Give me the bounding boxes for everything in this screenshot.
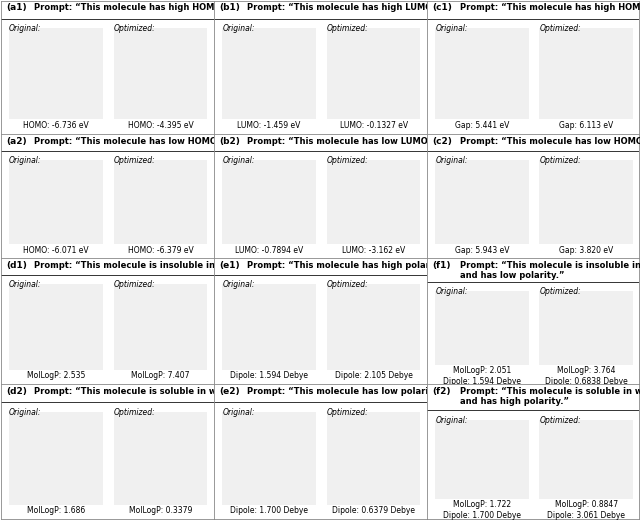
Text: Optimized:: Optimized: bbox=[540, 288, 581, 296]
Text: MolLogP: 0.3379: MolLogP: 0.3379 bbox=[129, 506, 192, 515]
Text: (c2): (c2) bbox=[432, 137, 452, 146]
Text: Gap: 3.820 eV: Gap: 3.820 eV bbox=[559, 245, 613, 255]
Text: (b2): (b2) bbox=[219, 137, 240, 146]
Text: Prompt: “This molecule has high LUMO.”: Prompt: “This molecule has high LUMO.” bbox=[247, 4, 441, 12]
Text: (d2): (d2) bbox=[6, 387, 27, 396]
Text: Original:: Original: bbox=[9, 408, 42, 417]
Bar bbox=[9, 412, 103, 504]
Text: HOMO: -6.071 eV: HOMO: -6.071 eV bbox=[23, 245, 89, 255]
Text: Optimized:: Optimized: bbox=[113, 280, 156, 289]
Text: Original:: Original: bbox=[222, 408, 255, 417]
Text: Prompt: “This molecule is insoluble in water.”: Prompt: “This molecule is insoluble in w… bbox=[34, 261, 253, 270]
Text: Optimized:: Optimized: bbox=[540, 415, 581, 425]
Text: MolLogP: 7.407: MolLogP: 7.407 bbox=[131, 371, 189, 380]
Text: Optimized:: Optimized: bbox=[113, 156, 156, 165]
Text: Dipole: 2.105 Debye: Dipole: 2.105 Debye bbox=[335, 371, 413, 380]
Text: Dipole: 0.6379 Debye: Dipole: 0.6379 Debye bbox=[332, 506, 415, 515]
Text: Dipole: 1.700 Debye: Dipole: 1.700 Debye bbox=[230, 506, 308, 515]
Bar bbox=[435, 160, 529, 244]
Text: (c1): (c1) bbox=[432, 4, 452, 12]
Text: Original:: Original: bbox=[222, 24, 255, 33]
Text: (f2): (f2) bbox=[432, 387, 451, 396]
Text: Prompt: “This molecule has low polarity.”: Prompt: “This molecule has low polarity.… bbox=[247, 387, 446, 396]
Text: Original:: Original: bbox=[222, 156, 255, 165]
Bar bbox=[222, 412, 316, 504]
Text: (a2): (a2) bbox=[6, 137, 27, 146]
Bar bbox=[435, 420, 529, 499]
Text: Prompt: “This molecule has low HOMO-LUMO gap.”: Prompt: “This molecule has low HOMO-LUMO… bbox=[460, 137, 640, 146]
Text: Optimized:: Optimized: bbox=[326, 408, 369, 417]
Text: Optimized:: Optimized: bbox=[113, 24, 156, 33]
Bar bbox=[326, 412, 420, 504]
Text: MolLogP: 2.535: MolLogP: 2.535 bbox=[27, 371, 85, 380]
Text: LUMO: -0.1327 eV: LUMO: -0.1327 eV bbox=[340, 121, 408, 130]
Text: (e2): (e2) bbox=[219, 387, 240, 396]
Text: Original:: Original: bbox=[435, 24, 468, 33]
Text: HOMO: -6.736 eV: HOMO: -6.736 eV bbox=[23, 121, 89, 130]
Text: HOMO: -4.395 eV: HOMO: -4.395 eV bbox=[127, 121, 193, 130]
Text: Original:: Original: bbox=[222, 280, 255, 289]
Text: Prompt: “This molecule is insoluble in water
and has low polarity.”: Prompt: “This molecule is insoluble in w… bbox=[460, 261, 640, 280]
Text: Prompt: “This molecule has high HOMO.”: Prompt: “This molecule has high HOMO.” bbox=[34, 4, 230, 12]
Text: Gap: 5.943 eV: Gap: 5.943 eV bbox=[455, 245, 509, 255]
Bar bbox=[540, 291, 633, 365]
Text: LUMO: -1.459 eV: LUMO: -1.459 eV bbox=[237, 121, 301, 130]
Text: Prompt: “This molecule has low LUMO.”: Prompt: “This molecule has low LUMO.” bbox=[247, 137, 436, 146]
Text: Original:: Original: bbox=[435, 156, 468, 165]
Text: (f1): (f1) bbox=[432, 261, 451, 270]
Bar bbox=[9, 160, 103, 244]
Text: Optimized:: Optimized: bbox=[326, 280, 369, 289]
Bar bbox=[540, 160, 633, 244]
Text: Optimized:: Optimized: bbox=[326, 24, 369, 33]
Text: MolLogP: 1.722
Dipole: 1.700 Debye: MolLogP: 1.722 Dipole: 1.700 Debye bbox=[443, 500, 521, 520]
Bar bbox=[435, 291, 529, 365]
Text: Original:: Original: bbox=[435, 415, 468, 425]
Text: Dipole: 1.594 Debye: Dipole: 1.594 Debye bbox=[230, 371, 308, 380]
Text: (a1): (a1) bbox=[6, 4, 27, 12]
Text: Prompt: “This molecule has high HOMO-LUMO gap.”: Prompt: “This molecule has high HOMO-LUM… bbox=[460, 4, 640, 12]
Text: Gap: 5.441 eV: Gap: 5.441 eV bbox=[455, 121, 509, 130]
Bar bbox=[540, 28, 633, 120]
Bar bbox=[326, 28, 420, 120]
Text: Prompt: “This molecule has low HOMO.”: Prompt: “This molecule has low HOMO.” bbox=[34, 137, 225, 146]
Text: (b1): (b1) bbox=[219, 4, 240, 12]
Text: Original:: Original: bbox=[435, 288, 468, 296]
Bar bbox=[9, 28, 103, 120]
Bar bbox=[113, 160, 207, 244]
Bar bbox=[222, 284, 316, 370]
Text: Prompt: “This molecule has high polarity.”: Prompt: “This molecule has high polarity… bbox=[247, 261, 451, 270]
Text: MolLogP: 2.051
Dipole: 1.594 Debye: MolLogP: 2.051 Dipole: 1.594 Debye bbox=[443, 366, 521, 385]
Text: Optimized:: Optimized: bbox=[540, 24, 581, 33]
Text: Optimized:: Optimized: bbox=[113, 408, 156, 417]
Bar bbox=[9, 284, 103, 370]
Text: Prompt: “This molecule is soluble in water.”: Prompt: “This molecule is soluble in wat… bbox=[34, 387, 244, 396]
Text: LUMO: -3.162 eV: LUMO: -3.162 eV bbox=[342, 245, 405, 255]
Text: Original:: Original: bbox=[9, 156, 42, 165]
Bar bbox=[326, 160, 420, 244]
Bar bbox=[326, 284, 420, 370]
Text: Optimized:: Optimized: bbox=[326, 156, 369, 165]
Text: (d1): (d1) bbox=[6, 261, 27, 270]
Bar bbox=[540, 420, 633, 499]
Bar bbox=[222, 160, 316, 244]
Text: Original:: Original: bbox=[9, 24, 42, 33]
Text: LUMO: -0.7894 eV: LUMO: -0.7894 eV bbox=[235, 245, 303, 255]
Bar bbox=[435, 28, 529, 120]
Text: MolLogP: 0.8847
Dipole: 3.061 Debye: MolLogP: 0.8847 Dipole: 3.061 Debye bbox=[547, 500, 625, 520]
Text: Prompt: “This molecule is soluble in water
and has high polarity.”: Prompt: “This molecule is soluble in wat… bbox=[460, 387, 640, 407]
Text: HOMO: -6.379 eV: HOMO: -6.379 eV bbox=[127, 245, 193, 255]
Bar bbox=[113, 284, 207, 370]
Text: MolLogP: 1.686: MolLogP: 1.686 bbox=[27, 506, 85, 515]
Bar bbox=[113, 28, 207, 120]
Text: Gap: 6.113 eV: Gap: 6.113 eV bbox=[559, 121, 613, 130]
Text: Original:: Original: bbox=[9, 280, 42, 289]
Bar bbox=[113, 412, 207, 504]
Bar bbox=[222, 28, 316, 120]
Text: MolLogP: 3.764
Dipole: 0.6838 Debye: MolLogP: 3.764 Dipole: 0.6838 Debye bbox=[545, 366, 628, 385]
Text: Optimized:: Optimized: bbox=[540, 156, 581, 165]
Text: (e1): (e1) bbox=[219, 261, 240, 270]
